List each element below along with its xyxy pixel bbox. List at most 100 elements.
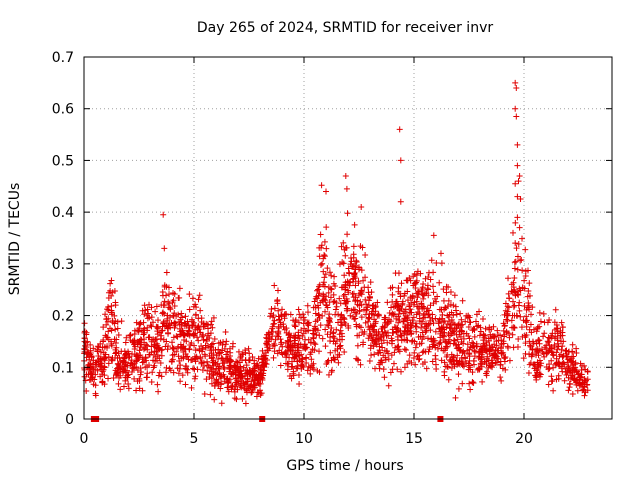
data-point [179,372,186,379]
data-point [342,252,349,259]
data-point [114,365,121,372]
data-point [509,331,516,338]
data-point [401,346,408,353]
data-point [213,377,220,384]
y-axis-label: SRMTID / TECUs [7,183,23,296]
data-point [413,272,420,279]
data-point [201,391,208,398]
data-point [348,307,355,314]
data-point [291,355,298,362]
data-point [521,285,528,292]
data-point [464,314,471,321]
data-point [461,350,468,357]
data-point [264,356,271,363]
data-point [226,345,233,352]
data-point [223,338,230,345]
data-point [279,306,286,313]
data-point [174,365,181,372]
data-point [534,369,541,376]
data-point [268,306,275,313]
data-point [376,347,383,354]
data-point [160,320,167,327]
data-point [427,302,434,309]
data-point [381,324,388,331]
data-point [494,355,501,362]
data-point [291,322,298,329]
data-point [178,322,185,329]
data-point [114,371,121,378]
data-point [127,332,134,339]
data-point [247,383,254,390]
data-point [322,326,329,333]
data-point [233,358,240,365]
data-point [419,285,426,292]
data-point [190,319,197,326]
data-point [163,269,170,276]
data-point [133,319,140,326]
data-point [394,366,401,373]
data-point [185,356,192,363]
data-point [211,396,218,403]
data-point [165,284,172,291]
data-point [359,329,366,336]
data-point [437,250,444,257]
data-point [512,291,519,298]
data-point [512,240,519,247]
data-point [526,326,533,333]
data-point [129,365,136,372]
data-point [517,257,524,264]
data-point [208,318,215,325]
data-point [107,280,114,287]
data-point [401,308,408,315]
data-point [153,303,160,310]
data-point [427,276,434,283]
data-point [165,330,172,337]
data-point [573,376,580,383]
data-point [501,355,508,362]
data-point [115,361,122,368]
data-point [367,322,374,329]
data-point [343,244,350,251]
data-point [337,345,344,352]
data-point [156,369,163,376]
data-point [312,310,319,317]
data-point [163,292,170,299]
data-point [536,309,543,316]
data-point [192,301,199,308]
data-point [476,365,483,372]
data-point [131,341,138,348]
data-point [527,321,534,328]
data-point [340,239,347,246]
data-point [428,336,435,343]
data-point [514,141,521,148]
data-point [409,295,416,302]
data-point [326,315,333,322]
data-point [395,303,402,310]
data-point [192,312,199,319]
data-point [164,312,171,319]
data-point [553,349,560,356]
data-point [426,314,433,321]
data-point [92,371,99,378]
data-point [319,260,326,267]
data-point [573,345,580,352]
data-point [412,361,419,368]
data-point [316,348,323,355]
y-tick-label: 0.4 [52,205,74,221]
data-point [424,282,431,289]
data-point [97,340,104,347]
data-point [271,282,278,289]
data-point [397,157,404,164]
data-point [408,322,415,329]
data-point [429,358,436,365]
y-tick-label: 0.2 [52,309,74,325]
data-point [300,311,306,318]
data-point [337,327,344,334]
data-point [169,344,176,351]
data-point [366,357,373,364]
data-point [216,350,223,357]
data-point [134,367,141,374]
y-tick-label: 0.5 [52,153,74,169]
data-point [140,336,147,343]
data-point [355,357,362,364]
